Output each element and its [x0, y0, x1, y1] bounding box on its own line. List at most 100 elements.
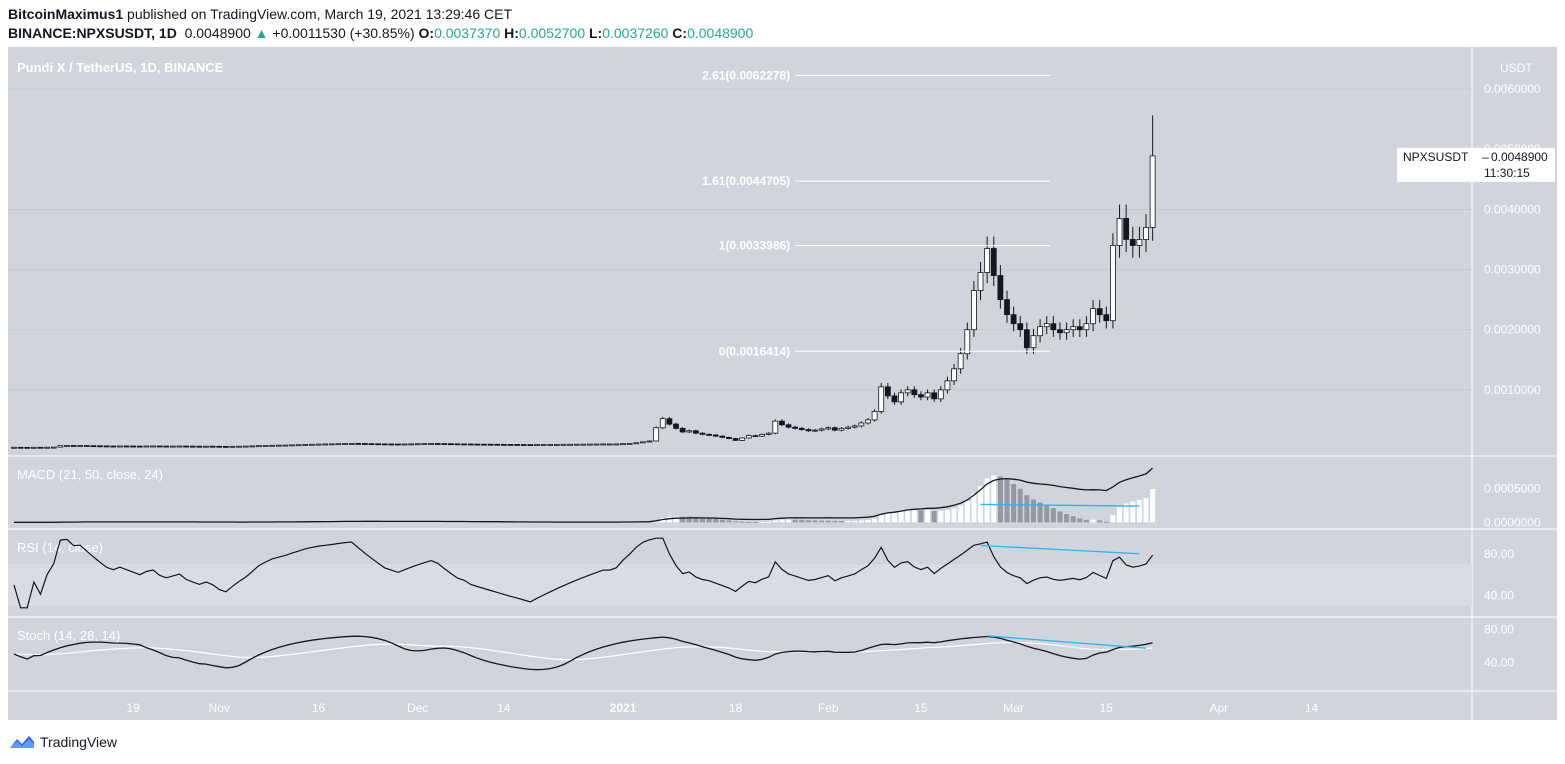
candle-body [216, 445, 223, 448]
candle-body [745, 435, 752, 439]
price-pane-title: Pundi X / TetherUS, 1D, BINANCE [17, 60, 224, 75]
candle-body [1110, 245, 1116, 322]
candle-body [567, 443, 573, 446]
macd-histogram-bar [812, 520, 818, 523]
candle-body [818, 428, 825, 431]
candle-body [580, 443, 587, 446]
macd-histogram-bar [739, 521, 745, 523]
author-name[interactable]: BitcoinMaximus1 [8, 6, 124, 22]
candle-body [163, 445, 170, 448]
rsi-tick-label: 40.00 [1484, 588, 1514, 602]
time-tick-label: Nov [209, 701, 230, 715]
macd-histogram-bar [1077, 518, 1083, 523]
macd-histogram-bar [819, 520, 825, 523]
last-price: 0.0048900 [184, 25, 251, 41]
candle-body [997, 275, 1004, 301]
candle-body [401, 443, 408, 446]
candle-body [1083, 323, 1090, 331]
macd-histogram-bar [958, 505, 964, 523]
candle-body [1057, 329, 1063, 334]
macd-histogram-bar [766, 521, 772, 523]
macd-histogram-bar [666, 516, 672, 523]
last-price-value: 0.0048900 [1491, 150, 1548, 164]
macd-histogram-bar [733, 521, 739, 523]
tradingview-brand[interactable]: TradingView [40, 734, 118, 750]
macd-histogram-bar [898, 511, 904, 523]
candle-body [1023, 329, 1030, 349]
candle-body [653, 427, 660, 442]
candle-body [236, 445, 242, 448]
stoch-d-line [13, 641, 1153, 661]
macd-histogram-bar [991, 475, 997, 523]
macd-histogram-bar [1024, 495, 1030, 523]
candle-body [865, 419, 871, 424]
candle-body [1070, 326, 1077, 331]
macd-histogram-bar [1057, 511, 1063, 523]
candle-body [289, 444, 295, 447]
macd-histogram-bar [673, 516, 679, 523]
candle-body [150, 445, 156, 448]
candle-body [812, 429, 818, 432]
price-tick-label: 0.0020000 [1484, 323, 1541, 337]
macd-histogram-bar [713, 518, 719, 523]
candle-body [421, 443, 428, 446]
candle-body [77, 445, 84, 447]
candle-body [918, 394, 924, 398]
macd-histogram-bar [971, 493, 977, 523]
time-tick-label: 16 [312, 701, 326, 715]
candle-body [97, 445, 103, 448]
candle-body [520, 444, 527, 446]
candle-body [414, 443, 421, 446]
candle-body [229, 445, 236, 448]
macd-histogram-bar [951, 508, 957, 523]
candle-body [633, 442, 640, 445]
candle-body [467, 443, 474, 446]
currency-label: USDT [1500, 61, 1533, 75]
candle-body [156, 445, 163, 448]
stoch-tick-label: 80.00 [1484, 622, 1514, 636]
candle-body [375, 443, 382, 446]
macd-histogram-bar [918, 510, 924, 523]
candle-body [626, 442, 633, 445]
time-tick-label: Apr [1209, 701, 1228, 715]
time-axis-area[interactable] [8, 691, 1557, 720]
candle-body [977, 272, 984, 291]
macd-histogram-bar [1150, 489, 1156, 523]
macd-histogram-bar [1097, 520, 1103, 523]
macd-histogram-bar [779, 519, 785, 523]
candle-body [726, 436, 732, 439]
macd-histogram-bar [1037, 502, 1043, 523]
candle-body [262, 445, 269, 447]
candle-body [1043, 323, 1050, 328]
macd-histogram-bar [799, 519, 805, 523]
macd-histogram-bar [878, 515, 884, 523]
macd-tick-label: 0.0005000 [1484, 481, 1541, 495]
candle-body [937, 389, 944, 400]
macd-histogram-bar [865, 520, 871, 523]
macd-histogram-bar [1130, 501, 1136, 523]
candle-body [772, 420, 779, 434]
candle-body [785, 424, 792, 428]
candle-body [441, 443, 448, 445]
candle-body [1143, 227, 1149, 240]
candle-body [798, 427, 805, 430]
time-tick-label: 14 [497, 701, 511, 715]
candle-body [534, 444, 540, 446]
candle-body [1090, 308, 1096, 325]
candle-body [209, 445, 216, 448]
candle-body [123, 445, 130, 448]
stoch-pane-title: Stoch (14, 28, 14) [17, 628, 120, 643]
candle-body [547, 444, 554, 446]
macd-histogram-bar [1103, 521, 1109, 523]
candle-body [871, 411, 878, 421]
candle-body [322, 443, 329, 446]
time-tick-label: 18 [729, 701, 743, 715]
macd-histogram-bar [1004, 479, 1010, 523]
candle-body [884, 386, 891, 397]
price-tick-label: 0.0040000 [1484, 202, 1541, 216]
candle-body [739, 437, 746, 441]
candle-body [183, 445, 190, 448]
macd-tick-label: 0.0000000 [1484, 515, 1541, 529]
candle-body [951, 368, 957, 382]
